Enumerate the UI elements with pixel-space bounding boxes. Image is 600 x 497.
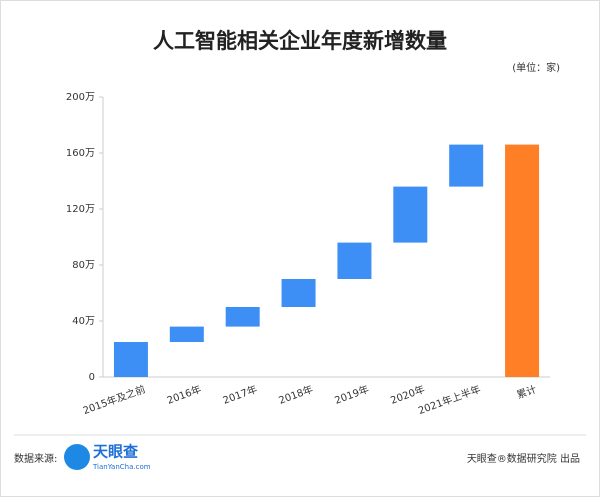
y-tick-label: 40万 (72, 316, 95, 327)
y-tick-label: 120万 (66, 204, 95, 215)
y-tick-label: 0 (89, 372, 95, 383)
y-tick-label: 200万 (66, 92, 95, 103)
unit: (单位：家) (512, 61, 560, 74)
credit: 天眼查®数据研究院 出品 (467, 452, 580, 465)
y-tick-label: 160万 (66, 148, 95, 159)
bar (169, 326, 204, 342)
bar (449, 144, 484, 187)
source-label: 数据来源: (14, 452, 57, 465)
bar (505, 144, 540, 377)
y-tick-label: 80万 (72, 260, 95, 271)
logo-icon (64, 444, 90, 470)
bar (281, 279, 316, 307)
source-url: TianYanCha.com (92, 463, 151, 471)
bar (225, 307, 260, 327)
chart-title: 人工智能相关企业年度新增数量 (153, 29, 447, 53)
bar (337, 242, 372, 279)
source-logo: 天眼查 (93, 443, 139, 461)
bar (393, 186, 428, 243)
bar (113, 342, 148, 377)
